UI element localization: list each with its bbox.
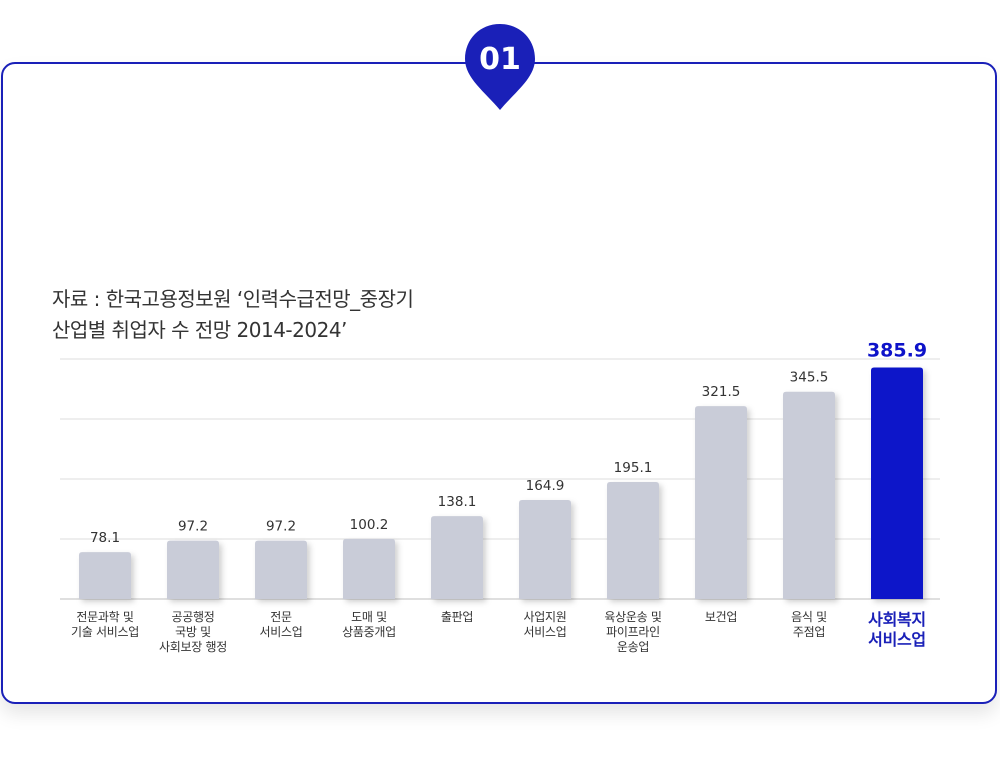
category-label: 음식 및 주점업: [791, 610, 827, 639]
bar-highlight: [871, 367, 923, 599]
value-label: 345.5: [790, 370, 829, 386]
category-label: 사업지원 서비스업: [523, 610, 567, 639]
category-label: 도매 및 상품중개업: [342, 610, 396, 639]
value-label: 164.9: [526, 478, 565, 494]
category-label: 보건업: [704, 610, 738, 624]
value-label: 138.1: [438, 494, 477, 510]
bar: [79, 552, 131, 599]
category-label: 전문 서비스업: [259, 610, 303, 639]
source-line-1: 자료 : 한국고용정보원 ‘인력수급전망_중장기: [52, 287, 414, 311]
source-caption: 자료 : 한국고용정보원 ‘인력수급전망_중장기 산업별 취업자 수 전망 20…: [52, 284, 414, 346]
badge-number: 01: [479, 42, 521, 77]
bar: [695, 406, 747, 599]
bar: [519, 500, 571, 599]
bar: [255, 540, 307, 599]
category-label: 육상운송 및 파이프라인 운송업: [604, 610, 662, 654]
value-label: 97.2: [266, 519, 296, 535]
source-line-2: 산업별 취업자 수 전망 2014-2024’: [52, 318, 347, 342]
category-label: 전문과학 및 기술 서비스업: [71, 610, 139, 639]
category-label: 공공행정 국방 및 사회보장 행정: [159, 610, 227, 654]
value-label: 321.5: [702, 384, 741, 400]
category-label: 출판업: [440, 610, 474, 624]
bar: [343, 538, 395, 599]
location-pin-icon: 01: [465, 24, 535, 110]
value-label: 195.1: [614, 460, 653, 476]
bar: [607, 481, 659, 599]
category-label: 사회복지 서비스업: [868, 610, 926, 649]
value-label: 100.2: [350, 517, 389, 533]
bar: [431, 516, 483, 599]
value-label: 385.9: [867, 339, 927, 361]
number-badge: 01: [463, 22, 537, 112]
value-label: 78.1: [90, 530, 120, 546]
bar: [167, 540, 219, 599]
x-axis-labels: 전문과학 및 기술 서비스업 공공행정 국방 및 사회보장 행정 전문 서비스업 도매…: [0, 610, 1000, 680]
bar: [783, 391, 835, 599]
value-label: 97.2: [178, 519, 208, 535]
